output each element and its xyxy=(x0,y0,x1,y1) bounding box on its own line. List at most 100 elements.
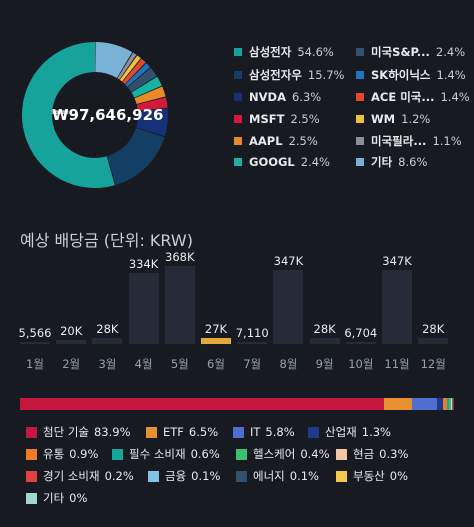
sector-segment xyxy=(450,398,453,410)
legend-swatch xyxy=(233,426,244,438)
legend-item: 미국필라... 1.1% xyxy=(356,131,462,151)
legend-swatch xyxy=(112,448,123,460)
legend-swatch xyxy=(356,115,364,123)
legend-swatch xyxy=(356,71,364,79)
sector-percent: 0% xyxy=(69,491,88,505)
legend-item: 삼성전자우 15.7% xyxy=(234,65,344,85)
dividend-bar-value: 368K xyxy=(165,250,195,264)
legend-percent: 1.1% xyxy=(432,134,462,148)
sector-name: 현금 xyxy=(353,447,375,461)
month-label: 4월 xyxy=(134,357,153,371)
legend-name: ACE 미국... xyxy=(371,90,435,104)
legend-name: WM xyxy=(371,112,396,126)
legend-swatch xyxy=(234,137,242,145)
legend-percent: 6.3% xyxy=(291,90,322,104)
legend-swatch xyxy=(234,71,242,79)
month-label: 7월 xyxy=(243,357,262,371)
dividend-bar[interactable] xyxy=(201,338,231,344)
legend-swatch xyxy=(356,48,364,56)
legend-item: WM 1.2% xyxy=(356,109,430,129)
sector-legend-item: ETF 6.5% xyxy=(146,423,218,441)
month-label: 5월 xyxy=(170,357,189,371)
dividend-bar[interactable] xyxy=(128,273,159,344)
legend-swatch xyxy=(236,448,247,460)
legend-percent: 2.5% xyxy=(288,134,318,148)
sector-legend-item: 에너지 0.1% xyxy=(236,467,319,485)
legend-swatch xyxy=(146,426,157,438)
dividend-bar[interactable] xyxy=(382,270,412,344)
sector-legend-item: 금융 0.1% xyxy=(148,467,220,485)
sector-segment xyxy=(411,398,438,410)
sector-percent: 0.1% xyxy=(289,469,319,483)
legend-swatch xyxy=(336,470,347,482)
legend-item: NVDA 6.3% xyxy=(234,87,321,107)
sector-legend-item: 기타 0% xyxy=(26,489,87,507)
legend-swatch xyxy=(26,492,37,504)
sector-legend-item: 부동산 0% xyxy=(336,467,408,485)
legend-item: ACE 미국... 1.4% xyxy=(356,87,470,107)
dividend-bar-value: 7,110 xyxy=(235,326,269,340)
sector-legend-item: 첨단 기술 83.9% xyxy=(26,423,131,441)
dividend-bar-value: 28K xyxy=(422,322,445,337)
sector-segment xyxy=(442,398,447,410)
sector-percent: 83.9% xyxy=(93,425,131,439)
legend-swatch xyxy=(336,448,347,460)
sector-percent: 1.3% xyxy=(361,425,391,439)
sector-name: IT xyxy=(250,425,261,439)
legend-percent: 2.5% xyxy=(290,112,320,126)
sector-legend-item: IT 5.8% xyxy=(233,423,295,441)
sector-name: 경기 소비재 xyxy=(43,469,100,483)
sector-segment xyxy=(20,398,384,410)
sector-segment xyxy=(446,398,450,410)
dividend-bar[interactable] xyxy=(418,338,449,344)
legend-percent: 2.4% xyxy=(300,155,330,169)
dividend-bar[interactable] xyxy=(92,338,123,344)
dividend-bar-value: 5,566 xyxy=(18,326,52,340)
portfolio-total: ₩97,646,926 xyxy=(52,106,164,124)
sector-percent: 0.3% xyxy=(379,447,409,461)
legend-name: SK하이닉스 xyxy=(371,68,431,82)
legend-swatch xyxy=(356,137,364,145)
dividend-bar-value: 20K xyxy=(60,323,83,338)
donut-slice xyxy=(22,42,168,188)
legend-percent: 15.7% xyxy=(307,68,345,82)
legend-swatch xyxy=(26,470,37,482)
dividend-bar[interactable] xyxy=(164,266,195,344)
dividend-bar[interactable] xyxy=(237,342,268,344)
dividend-bar[interactable] xyxy=(309,338,340,344)
dividend-bar[interactable] xyxy=(345,342,376,344)
sector-segment xyxy=(449,398,451,410)
month-label: 3월 xyxy=(98,357,117,371)
month-label: 2월 xyxy=(62,357,81,371)
month-label: 1월 xyxy=(26,357,44,371)
legend-percent: 1.4% xyxy=(436,68,466,82)
sector-segment xyxy=(383,398,412,410)
sector-legend-item: 현금 0.3% xyxy=(336,445,408,463)
legend-swatch xyxy=(234,115,242,123)
dividend-bar[interactable] xyxy=(56,339,87,344)
dividend-bar-value: 28K xyxy=(96,322,119,337)
dividend-bar-value: 6,704 xyxy=(344,326,378,340)
sector-percent: 0.2% xyxy=(104,469,134,483)
legend-item: MSFT 2.5% xyxy=(234,109,320,129)
legend-swatch xyxy=(356,93,364,101)
sector-legend-item: 유통 0.9% xyxy=(26,445,98,463)
dividend-bar[interactable] xyxy=(20,342,50,344)
legend-name: 삼성전자우 xyxy=(249,68,302,82)
legend-item: SK하이닉스 1.4% xyxy=(356,65,466,85)
legend-swatch xyxy=(234,158,242,166)
legend-percent: 54.6% xyxy=(297,45,334,59)
legend-name: GOOGL xyxy=(249,155,295,169)
legend-swatch xyxy=(234,48,242,56)
legend-name: 미국S&P... xyxy=(371,45,430,59)
dividend-bar-value: 28K xyxy=(313,322,336,337)
sector-percent: 6.5% xyxy=(188,425,219,439)
sector-name: 필수 소비재 xyxy=(129,447,186,461)
legend-item: 기타 8.6% xyxy=(356,152,427,172)
sector-name: 첨단 기술 xyxy=(43,425,89,439)
legend-swatch xyxy=(236,470,247,482)
holdings-donut-chart xyxy=(22,42,168,188)
dividend-bar[interactable] xyxy=(273,270,304,344)
dividend-bar-value: 347K xyxy=(382,254,412,269)
month-label: 10월 xyxy=(348,357,374,371)
